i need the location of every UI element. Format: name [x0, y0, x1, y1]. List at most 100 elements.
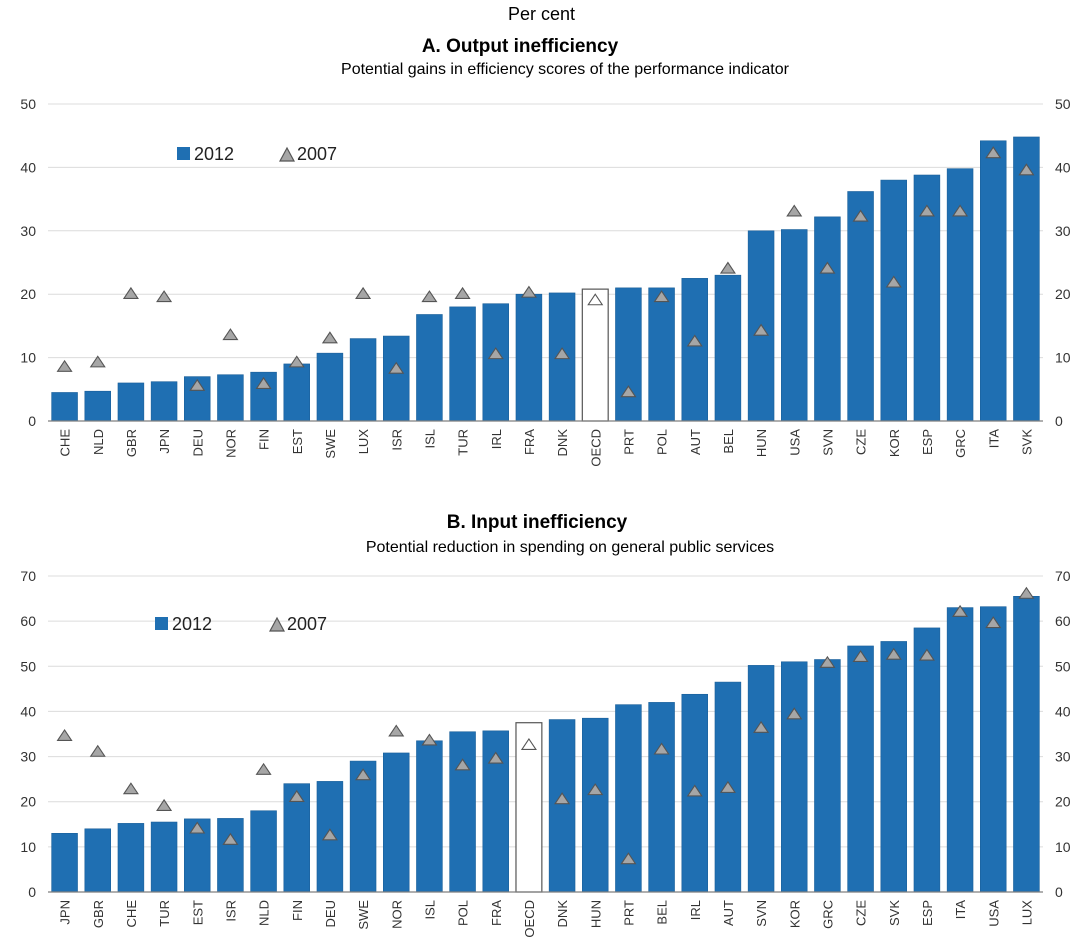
marker-pol-2007 — [653, 290, 670, 303]
marker-isl-2007 — [421, 733, 438, 746]
bar-usa-2012 — [781, 229, 808, 422]
marker-dnk-2007 — [554, 347, 571, 360]
x-tick-label-grc: GRC — [820, 900, 835, 929]
bar-aut-2012 — [681, 278, 708, 422]
x-tick-label-kor: KOR — [887, 429, 902, 457]
x-tick-label-prt: PRT — [621, 429, 636, 455]
marker-fin-2007 — [255, 376, 272, 389]
x-tick-label-oecd: OECD — [588, 429, 603, 467]
marker-usa-2007 — [786, 204, 803, 217]
marker-isl-2007 — [421, 290, 438, 303]
marker-oecd-2007 — [587, 293, 604, 306]
bar-kor-2012 — [880, 179, 907, 422]
y-tick-label-right: 40 — [1055, 159, 1071, 175]
x-tick-label-cze: CZE — [854, 429, 869, 455]
marker-nld-2007 — [255, 762, 272, 775]
bar-swe-2012 — [349, 760, 377, 893]
x-tick-label-bel: BEL — [655, 900, 670, 925]
marker-est-2007 — [189, 821, 206, 834]
bar-bel-2012 — [714, 274, 742, 422]
marker-nld-2007 — [89, 355, 106, 368]
bar-isr-2012 — [217, 818, 244, 893]
bar-nld-2012 — [250, 810, 277, 893]
marker-svk-2007 — [885, 647, 902, 660]
marker-dnk-2007 — [554, 792, 571, 805]
x-tick-label-svk: SVK — [887, 900, 902, 926]
marker-isr-2007 — [222, 832, 239, 845]
marker-lux-2007 — [1018, 586, 1035, 599]
y-tick-label-left: 30 — [20, 749, 36, 765]
x-tick-label-est: EST — [190, 900, 205, 925]
legend-2012-label: 2012 — [172, 614, 212, 634]
x-tick-label-nld: NLD — [91, 429, 106, 455]
units-label: Per cent — [507, 4, 576, 24]
x-tick-label-pol: POL — [456, 900, 471, 926]
marker-che-2007 — [122, 782, 139, 795]
x-tick-label-swe: SWE — [323, 429, 338, 459]
panel-b-legend: 2012 2007 — [155, 614, 327, 634]
y-tick-label-left: 50 — [20, 658, 36, 674]
marker-irl-2007 — [686, 784, 703, 797]
legend-2012-swatch — [177, 147, 190, 160]
x-tick-label-tur: TUR — [157, 900, 172, 927]
x-tick-label-cze: CZE — [854, 900, 869, 926]
panel-a-legend: 2012 2007 — [177, 144, 337, 164]
marker-fra-2007 — [487, 751, 504, 764]
bar-nor-2012 — [217, 374, 244, 422]
x-tick-label-pol: POL — [655, 429, 670, 455]
x-tick-label-jpn: JPN — [157, 429, 172, 454]
y-tick-label-right: 0 — [1055, 884, 1063, 900]
bar-svk-2012 — [1013, 136, 1040, 422]
y-tick-label-right: 60 — [1055, 613, 1071, 629]
marker-deu-2007 — [321, 828, 338, 841]
panel-b-input-inefficiency: B. Input inefficiency Potential reductio… — [20, 512, 1070, 938]
y-tick-label-left: 20 — [20, 794, 36, 810]
x-tick-label-gbr: GBR — [91, 900, 106, 928]
y-tick-label-left: 40 — [20, 159, 36, 175]
panel-b-bars — [51, 596, 1040, 893]
panel-a-bars — [51, 136, 1040, 422]
bar-pol-2012 — [648, 287, 675, 422]
marker-tur-2007 — [156, 798, 173, 811]
x-tick-label-oecd: OECD — [522, 900, 537, 938]
y-tick-label-right: 30 — [1055, 749, 1071, 765]
marker-jpn-2007 — [56, 728, 73, 742]
bar-gbr-2012 — [117, 382, 145, 422]
marker-ita-2007 — [985, 146, 1002, 159]
y-tick-label-right: 70 — [1055, 568, 1071, 584]
legend-2007-marker — [268, 616, 286, 632]
x-tick-label-usa: USA — [986, 900, 1001, 927]
marker-pol-2007 — [454, 758, 471, 771]
marker-che-2007 — [56, 359, 73, 372]
x-tick-label-bel: BEL — [721, 429, 736, 454]
marker-deu-2007 — [189, 378, 206, 391]
bar-isl-2012 — [416, 740, 443, 893]
x-tick-label-fin: FIN — [290, 900, 305, 921]
bar-usa-2012 — [980, 606, 1007, 893]
x-tick-label-prt: PRT — [621, 900, 636, 926]
panel-a-title: A. Output inefficiency — [422, 36, 619, 57]
y-tick-label-right: 0 — [1055, 413, 1063, 429]
bar-bel-2012 — [648, 702, 675, 893]
x-tick-label-nor: NOR — [389, 900, 404, 929]
marker-isr-2007 — [388, 361, 405, 374]
bar-gbr-2012 — [84, 828, 111, 893]
x-tick-label-esp: ESP — [920, 429, 935, 455]
x-tick-label-isr: ISR — [223, 900, 238, 922]
marker-ita-2007 — [952, 604, 969, 617]
marker-est-2007 — [288, 355, 305, 368]
x-tick-label-ita: ITA — [953, 900, 968, 920]
marker-kor-2007 — [786, 707, 803, 720]
marker-kor-2007 — [885, 275, 902, 288]
bar-lux-2012 — [349, 338, 377, 422]
y-tick-label-left: 50 — [20, 96, 36, 112]
x-tick-label-isl: ISL — [422, 900, 437, 920]
bar-grc-2012 — [814, 659, 841, 893]
bar-dnk-2012 — [548, 719, 576, 893]
x-tick-label-isr: ISR — [389, 429, 404, 451]
x-tick-label-jpn: JPN — [58, 900, 73, 925]
y-tick-label-left: 0 — [28, 413, 36, 429]
panel-a-markers — [56, 146, 1035, 398]
marker-nor-2007 — [222, 328, 239, 341]
